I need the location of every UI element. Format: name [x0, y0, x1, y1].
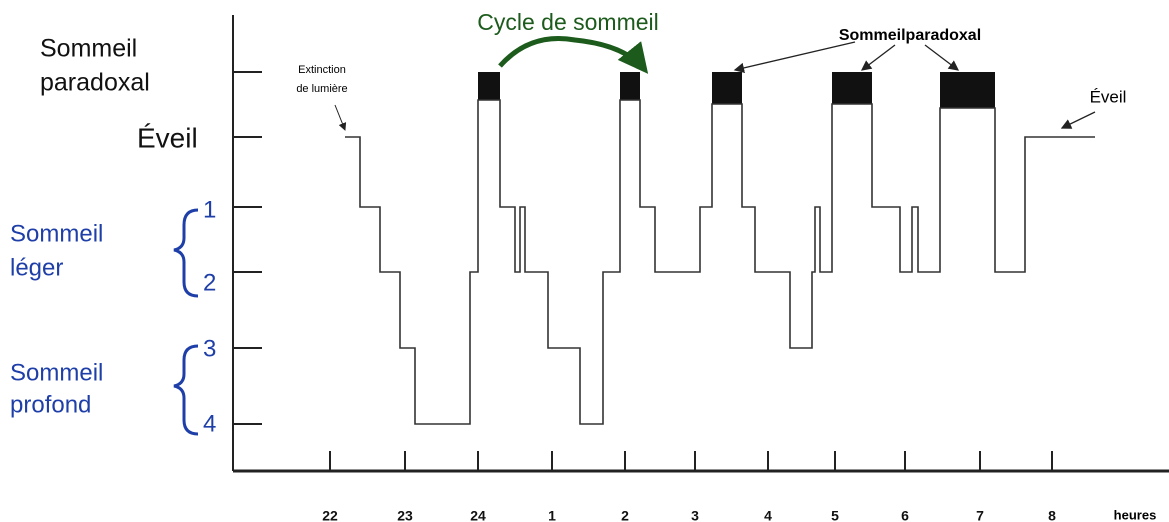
x-unit: heures [1114, 507, 1157, 522]
rem-blocks [478, 72, 995, 108]
group-label: Sommeil [10, 220, 103, 247]
annotation: Éveil [1090, 87, 1127, 106]
level-label: paradoxal [40, 69, 150, 97]
group-label: Sommeil [10, 359, 103, 386]
x-ticks [329, 451, 1053, 471]
level-label: 2 [203, 269, 216, 296]
level-label: 3 [203, 335, 216, 362]
level-label: 4 [203, 410, 216, 437]
arrow [334, 104, 347, 131]
x-tick-label: 3 [691, 508, 699, 522]
x-tick-label: 8 [1048, 508, 1056, 522]
title: Cycle de sommeil [477, 9, 659, 35]
level-label: Éveil [137, 122, 198, 153]
level-label: 1 [203, 196, 216, 223]
axes [232, 15, 1169, 473]
x-tick-label: 6 [901, 508, 909, 522]
x-tick-label: 2 [621, 508, 629, 522]
cycle-arrow [498, 35, 649, 74]
level-label: Sommeil [40, 35, 137, 63]
x-tick-label: 22 [322, 508, 338, 522]
annotation: de lumière [296, 83, 347, 95]
x-tick-label: 24 [470, 508, 486, 522]
braces [173, 208, 199, 436]
x-tick-label: 23 [397, 508, 413, 522]
annotation: Extinction [298, 64, 346, 76]
x-tick-label: 4 [764, 508, 772, 522]
x-tick-label: 1 [548, 508, 556, 522]
annotation: Sommeilparadoxal [839, 27, 981, 44]
x-tick-label: 5 [831, 508, 839, 522]
group-label: léger [10, 254, 63, 281]
arrows [733, 41, 1096, 129]
x-tick-label: 7 [976, 508, 984, 522]
hypnogram-line [345, 99, 1095, 425]
group-label: profond [10, 391, 91, 418]
